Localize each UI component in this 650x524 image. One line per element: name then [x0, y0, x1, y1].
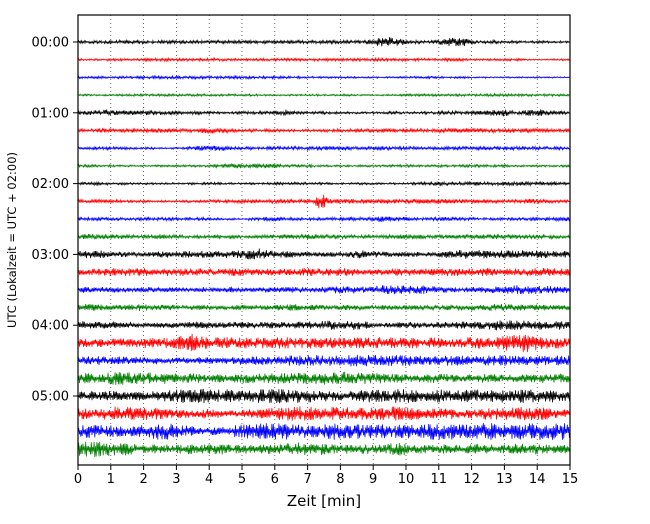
x-tick-label: 15 — [562, 472, 579, 487]
trace-02:30 — [77, 215, 570, 223]
trace-04:45 — [77, 371, 570, 385]
trace-05:45 — [77, 441, 570, 458]
x-tick-label: 12 — [463, 472, 480, 487]
x-tick-label: 8 — [336, 472, 344, 487]
trace-01:00 — [77, 109, 570, 117]
trace-01:45 — [77, 162, 570, 169]
x-tick-label: 9 — [369, 472, 377, 487]
trace-05:00 — [77, 388, 570, 404]
trace-03:15 — [77, 267, 570, 277]
y-tick-label: 02:00 — [32, 177, 69, 192]
trace-04:30 — [77, 354, 570, 367]
trace-01:30 — [77, 145, 570, 152]
y-tick-label: 03:00 — [32, 248, 69, 263]
x-axis-label: Zeit [min] — [287, 492, 361, 510]
trace-02:45 — [77, 233, 570, 241]
axis-tick-labels: 0 1 2 3 4 5 6 7 8 9 10 11 12 13 14 1500:0001:0002:0003:… — [32, 36, 579, 488]
y-tick-label: 04:00 — [32, 319, 69, 334]
grid-lines — [110, 15, 538, 465]
x-tick-label: 1 — [107, 472, 115, 487]
y-tick-label: 05:00 — [32, 390, 69, 405]
trace-05:15 — [77, 406, 570, 421]
x-tick-label: 10 — [398, 472, 415, 487]
axis-ticks — [73, 41, 571, 470]
x-tick-label: 11 — [431, 472, 448, 487]
x-tick-label: 3 — [172, 472, 180, 487]
trace-03:00 — [77, 248, 570, 260]
y-tick-label: 01:00 — [32, 106, 69, 121]
x-tick-label: 0 — [74, 472, 82, 487]
seismic-traces — [77, 37, 570, 458]
trace-03:30 — [77, 285, 570, 295]
trace-00:15 — [77, 56, 570, 63]
trace-04:15 — [77, 333, 570, 353]
x-tick-label: 5 — [238, 472, 246, 487]
x-tick-label: 14 — [529, 472, 546, 487]
trace-01:15 — [77, 127, 570, 134]
plot-border — [77, 14, 571, 466]
trace-02:15 — [77, 194, 570, 209]
x-tick-label: 13 — [496, 472, 513, 487]
trace-04:00 — [77, 320, 570, 331]
trace-00:45 — [77, 92, 570, 98]
y-axis-label: UTC (Lokalzeit = UTC + 02:00) — [5, 152, 19, 328]
x-tick-label: 4 — [205, 472, 213, 487]
trace-00:30 — [77, 74, 570, 81]
x-tick-label: 7 — [303, 472, 311, 487]
x-tick-label: 6 — [271, 472, 279, 487]
x-tick-label: 2 — [139, 472, 147, 487]
trace-03:45 — [77, 303, 570, 312]
trace-05:30 — [77, 422, 570, 441]
trace-02:00 — [77, 180, 570, 187]
y-tick-label: 00:00 — [32, 36, 69, 51]
trace-00:00 — [77, 37, 570, 47]
